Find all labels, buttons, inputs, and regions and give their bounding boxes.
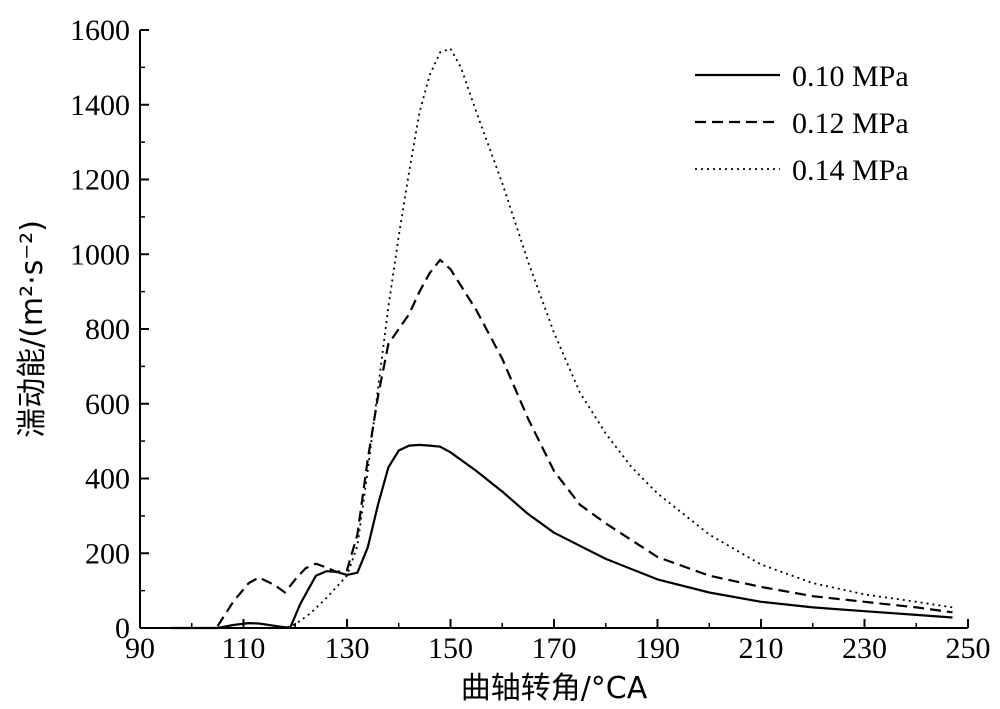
legend: 0.10 MPa 0.12 MPa 0.14 MPa xyxy=(695,60,909,187)
x-tick-label: 90 xyxy=(125,632,155,665)
y-tick-label: 800 xyxy=(85,313,130,346)
series-line-3 xyxy=(269,47,953,629)
x-axis-ticks: 90 110 130 150 170 190 210 230 250 xyxy=(125,619,991,665)
legend-label-2: 0.12 MPa xyxy=(792,107,909,140)
series-lines xyxy=(171,47,953,630)
y-axis-ticks: 0 200 400 600 800 1000 1200 1400 1600 xyxy=(70,14,149,645)
x-tick-label: 210 xyxy=(739,632,784,665)
x-tick-label: 130 xyxy=(325,632,370,665)
y-tick-label: 1600 xyxy=(70,14,130,47)
y-tick-label: 400 xyxy=(85,463,130,496)
x-tick-label: 250 xyxy=(946,632,991,665)
x-tick-label: 190 xyxy=(635,632,680,665)
legend-label-3: 0.14 MPa xyxy=(792,154,909,187)
y-tick-label: 200 xyxy=(85,537,130,570)
x-tick-label: 230 xyxy=(842,632,887,665)
x-tick-label: 110 xyxy=(222,632,266,665)
y-tick-label: 0 xyxy=(115,612,130,645)
y-tick-label: 1000 xyxy=(70,238,130,271)
y-tick-label: 600 xyxy=(85,388,130,421)
y-tick-label: 1400 xyxy=(70,89,130,122)
x-tick-label: 170 xyxy=(532,632,577,665)
x-tick-label: 150 xyxy=(428,632,473,665)
legend-label-1: 0.10 MPa xyxy=(792,60,909,93)
y-axis-title: 湍动能/(m²·s⁻²) xyxy=(15,220,50,438)
x-axis-title: 曲轴转角/°CA xyxy=(461,671,648,706)
series-line-1 xyxy=(171,443,953,630)
y-tick-label: 1200 xyxy=(70,164,130,197)
series-line-2 xyxy=(216,258,953,627)
